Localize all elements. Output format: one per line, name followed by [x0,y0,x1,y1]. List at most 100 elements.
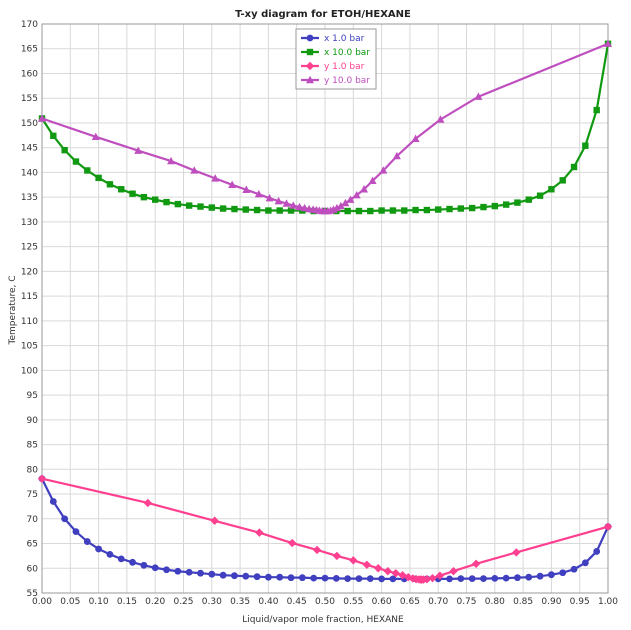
data-point [360,185,369,193]
data-point [49,498,57,505]
y-tick-label: 55 [27,589,38,599]
data-point [242,206,249,213]
data-point [603,522,613,531]
data-point [332,203,341,212]
x-axis-label: Liquid/vapor mole fraction, HEXANE [242,615,404,625]
legend-marker [306,75,314,84]
data-point [389,207,397,214]
y-tick-label: 115 [21,292,38,302]
y-tick-label: 105 [21,342,38,352]
legend-label: y 10.0 bar [324,76,370,86]
data-point [50,132,57,140]
y-tick-label: 160 [21,69,38,79]
data-point [435,206,442,213]
y-tick-label: 60 [27,564,39,574]
data-point [274,196,283,205]
data-point [219,205,227,212]
data-point [548,571,555,579]
data-point [253,573,261,581]
data-point [514,574,521,582]
x-tick-label: 1.00 [598,597,618,607]
data-point [129,558,136,566]
data-point [163,566,170,574]
data-point [287,207,295,214]
data-point [219,571,227,579]
data-point [355,575,363,583]
y-tick-label: 150 [21,119,38,129]
x-tick-label: 0.75 [456,597,476,607]
y-tick-label: 120 [21,267,38,277]
data-point [367,207,374,215]
x-tick-label: 0.40 [258,597,278,607]
data-point [332,575,340,582]
data-point [276,207,283,214]
data-point [412,206,419,214]
data-point [197,569,204,577]
data-point [95,545,102,553]
data-point [276,573,284,581]
data-point [72,158,80,165]
legend-marker [306,34,314,42]
data-point [525,573,533,581]
data-point [366,575,374,583]
data-point [140,193,148,201]
x-tick-label: 0.55 [343,597,363,607]
data-point [457,205,465,212]
data-point [582,142,589,149]
data-point [468,575,476,583]
data-point [152,196,159,203]
data-point [83,538,91,545]
data-point [143,498,153,508]
data-point [436,115,445,123]
x-tick-label: 0.65 [400,597,420,607]
data-point [118,186,125,193]
data-point [336,201,345,210]
data-point [151,564,159,572]
series-y-10-0-bar [38,39,612,215]
data-point [208,204,215,211]
data-point [391,569,400,578]
y-tick-label: 110 [21,317,38,327]
x-axis-ticks: 0.00 0.05 0.10 0.15 0.20 0.25 0.30 0.35 0.40 0.45… [32,597,618,607]
data-point [37,474,47,483]
x-tick-label: 0.90 [541,597,561,607]
data-point [341,198,350,207]
legend-label: x 1.0 bar [324,34,365,44]
x-tick-label: 0.45 [287,597,307,607]
series-layer [37,39,613,584]
x-tick-label: 0.30 [202,597,222,607]
data-point [435,571,445,580]
data-point [344,575,352,583]
data-point [362,560,372,569]
data-point [253,206,261,214]
data-point [190,166,199,174]
data-point [282,199,291,207]
y-tick-label: 90 [27,416,39,426]
x-tick-label: 0.25 [173,597,193,607]
data-point [106,181,114,188]
data-point [525,196,532,203]
data-point [398,570,407,580]
data-point [298,574,306,582]
y-tick-label: 170 [21,20,38,30]
y-tick-label: 75 [27,490,38,500]
data-point [228,180,237,189]
data-point [255,528,264,537]
data-point [468,204,476,212]
x-tick-label: 0.20 [145,597,165,607]
data-point [185,568,193,576]
data-point [570,565,578,573]
chart-title: T-xy diagram for ETOH/HEXANE [235,9,411,20]
data-point [536,572,544,580]
data-point [242,572,250,580]
data-point [392,151,401,160]
data-point [491,575,499,582]
data-point [38,114,46,122]
y-tick-label: 135 [21,193,38,203]
data-point [514,199,521,206]
data-point [446,205,453,213]
data-point [368,176,377,185]
data-point [174,200,182,208]
